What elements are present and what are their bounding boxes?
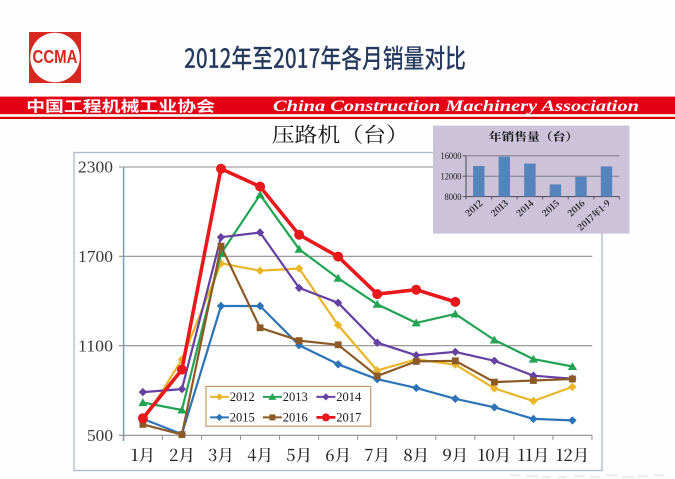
- svg-text:2015: 2015: [230, 411, 255, 425]
- svg-text:2300: 2300: [78, 158, 113, 177]
- svg-text:2016: 2016: [283, 411, 308, 425]
- svg-text:500: 500: [87, 426, 113, 445]
- svg-text:8000: 8000: [445, 192, 462, 202]
- svg-text:12000: 12000: [441, 172, 462, 182]
- svg-text:1700: 1700: [78, 247, 113, 266]
- svg-text:2017: 2017: [336, 411, 361, 425]
- svg-text:CCMA: CCMA: [33, 46, 78, 67]
- svg-text:2012: 2012: [230, 390, 255, 404]
- svg-text:1100: 1100: [78, 336, 113, 355]
- svg-text:2014: 2014: [336, 390, 362, 404]
- svg-text:2013: 2013: [283, 390, 308, 404]
- svg-text:16000: 16000: [441, 151, 462, 161]
- svg-text:China Construction Machinery A: China Construction Machinery Association: [273, 98, 639, 115]
